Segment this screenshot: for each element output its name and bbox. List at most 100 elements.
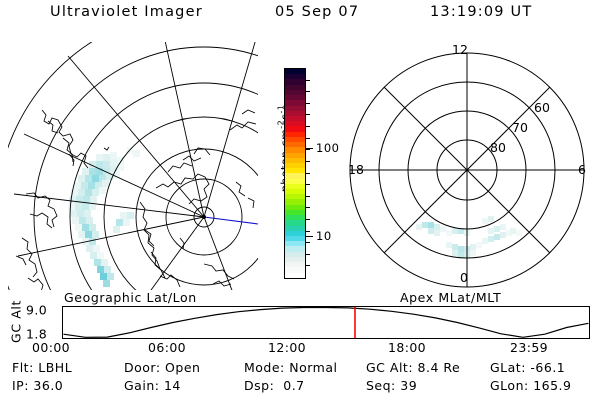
colorbar-band <box>285 79 305 85</box>
colorbar-band <box>285 189 305 195</box>
status-dsp-value: 0.7 <box>283 378 305 393</box>
geographic-map-svg <box>8 42 258 290</box>
header-bar: Ultraviolet Imager 05 Sep 07 13:19:09 UT <box>0 4 600 30</box>
colorbar-band <box>285 89 305 96</box>
status-mode-value: Normal <box>289 360 338 375</box>
status-seq-label: Seq: <box>366 378 396 393</box>
status-mode-label: Mode: <box>244 360 285 375</box>
status-ip-value: 36.0 <box>33 378 64 393</box>
status-mode: Mode: Normal <box>244 360 338 375</box>
status-glat-value: -66.1 <box>530 360 566 375</box>
spacecraft-track-line <box>203 216 258 225</box>
colorbar-minor-tick <box>306 149 310 151</box>
status-flt: Flt: LBHL <box>12 360 72 375</box>
colorbar-band <box>285 225 305 231</box>
orbit-ytick-low: 1.8 <box>26 326 48 342</box>
mlt-label-18: 18 <box>348 162 364 177</box>
mlat-label-60: 60 <box>534 100 550 115</box>
colorbar-band <box>285 168 305 174</box>
mlt-label-12: 12 <box>452 42 468 57</box>
status-gain: Gain: 14 <box>124 378 181 393</box>
status-dsp-label: Dsp: <box>244 378 275 393</box>
colorbar-band <box>285 131 305 137</box>
colorbar-band <box>285 147 305 153</box>
status-dsp: Dsp: 0.7 <box>244 378 305 393</box>
colorbar-band <box>285 95 305 101</box>
colorbar-major-tick <box>306 148 313 149</box>
status-ip-label: IP: <box>12 378 29 393</box>
status-glon-value: 165.9 <box>533 378 572 393</box>
status-flt-value: LBHL <box>38 360 73 375</box>
colorbar-band <box>285 220 305 226</box>
colorbar-band <box>285 84 305 90</box>
colorbar-band <box>285 136 305 143</box>
orbit-plot-frame <box>62 306 590 339</box>
colorbar-minor-tick <box>306 242 310 244</box>
colorbar-band <box>285 209 305 216</box>
colorbar-band <box>285 241 305 247</box>
colorbar-band <box>285 126 305 132</box>
colorbar-band <box>285 110 305 116</box>
status-gcalt-label: GC Alt: <box>366 360 414 375</box>
colorbar-band <box>285 74 305 80</box>
subsatellite-point <box>202 215 206 219</box>
status-footer: Flt: LBHL Door: Open Mode: Normal GC Alt… <box>0 360 600 400</box>
status-seq: Seq: 39 <box>366 378 417 393</box>
xtick-0000: 00:00 <box>32 340 71 355</box>
colorbar-minor-tick <box>306 218 310 220</box>
status-gain-label: Gain: <box>124 378 160 393</box>
status-door: Door: Open <box>124 360 200 375</box>
colorbar-major-tick <box>306 236 313 237</box>
colorbar-band <box>285 105 305 111</box>
apex-polar-panel[interactable]: 12 6 0 18 60 70 80 <box>342 42 592 290</box>
orbit-x-axis-ticks: 00:00 06:00 12:00 18:00 23:59 <box>0 340 600 356</box>
status-gcalt-value: 8.4 Re <box>417 360 461 375</box>
caption-geographic: Geographic Lat/Lon <box>64 290 197 305</box>
colorbar-band <box>285 204 305 210</box>
geographic-graticule <box>8 42 258 290</box>
colorbar-band <box>285 251 305 257</box>
colorbar-tick-label: 100 <box>316 141 340 155</box>
orbit-altitude-plot[interactable] <box>62 306 590 339</box>
mlat-label-70: 70 <box>512 120 528 135</box>
colorbar-minor-tick <box>306 184 310 186</box>
colorbar-minor-tick <box>306 114 310 116</box>
colorbar-minor-tick <box>306 137 310 139</box>
colorbar-minor-tick <box>306 126 310 128</box>
colorbar-band <box>285 262 305 268</box>
orbit-altitude-section[interactable]: Geographic Lat/Lon Apex MLat/MLT GC Alt … <box>0 290 600 355</box>
mlat-label-80: 80 <box>490 140 506 155</box>
status-door-label: Door: <box>124 360 161 375</box>
colorbar-minor-tick <box>306 253 310 255</box>
colorbar-band <box>285 194 305 200</box>
orbit-ytick-high: 9.0 <box>26 302 48 318</box>
status-gain-value: 14 <box>163 378 181 393</box>
status-glat-label: GLat: <box>490 360 526 375</box>
status-glon: GLon: 165.9 <box>490 378 572 393</box>
geographic-map-panel[interactable] <box>8 42 258 290</box>
colorbar-band <box>285 199 305 205</box>
instrument-title: Ultraviolet Imager <box>50 4 203 20</box>
colorbar-band <box>285 178 305 184</box>
colorbar-band <box>285 272 305 278</box>
colorbar-minor-tick <box>306 207 310 209</box>
mlt-label-6: 6 <box>578 162 586 177</box>
status-gcalt: GC Alt: 8.4 Re <box>366 360 460 375</box>
colorbar-minor-tick <box>306 79 310 81</box>
colorbar-band <box>285 246 305 252</box>
colorbar-ticks: 100 10 <box>306 68 342 279</box>
status-flt-label: Flt: <box>12 360 34 375</box>
colorbar-minor-tick <box>306 195 310 197</box>
colorbar-tick-label: 10 <box>316 229 332 243</box>
colorbar-band <box>285 230 305 236</box>
status-glon-label: GLon: <box>490 378 529 393</box>
aurora-emission-apex <box>416 216 522 258</box>
colorbar-band <box>285 69 305 75</box>
apex-polar-svg <box>349 52 585 288</box>
colorbar-gradient[interactable] <box>284 68 306 279</box>
colorbar-band <box>285 162 305 169</box>
colorbar-minor-tick <box>306 102 310 104</box>
colorbar-band <box>285 256 305 263</box>
status-door-value: Open <box>165 360 201 375</box>
